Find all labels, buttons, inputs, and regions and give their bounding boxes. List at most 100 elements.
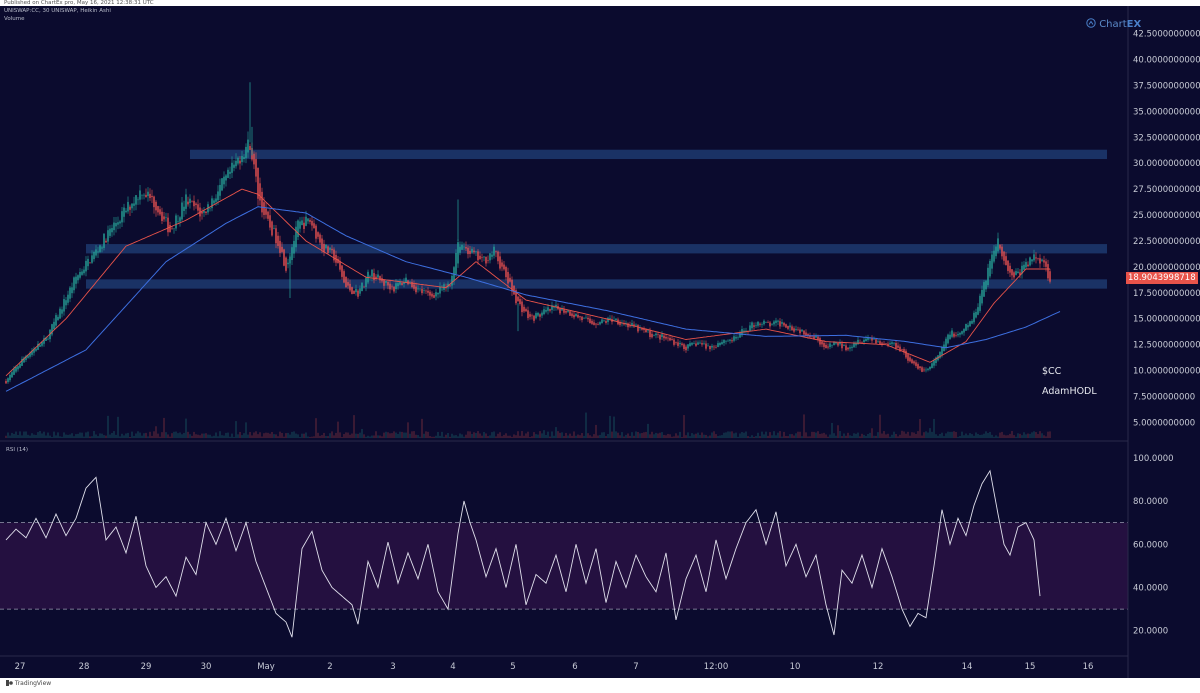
time-tick-label: 2 [327, 662, 332, 672]
volume-bar [897, 436, 899, 438]
volume-bar [875, 435, 877, 438]
candle-body [551, 305, 553, 310]
candle-body [271, 221, 273, 236]
chartex-logo-icon [1086, 18, 1096, 28]
volume-bar [221, 435, 223, 438]
candle-body [823, 342, 825, 347]
candle-body [919, 366, 921, 369]
volume-bar [621, 432, 623, 438]
candle-body [793, 328, 795, 332]
candle-body [437, 292, 439, 295]
volume-bar [665, 435, 667, 438]
volume-bar [449, 436, 451, 438]
volume-bar [801, 436, 803, 438]
volume-bar [349, 434, 351, 438]
candle-body [873, 339, 875, 340]
volume-bar [277, 436, 279, 438]
volume-bar [227, 432, 229, 438]
time-tick-label: 5 [510, 662, 515, 672]
candle-body [801, 329, 803, 332]
candle-body [325, 244, 327, 249]
volume-bar [195, 434, 197, 438]
volume-bar [331, 431, 333, 438]
volume-bar [805, 432, 807, 438]
volume-bar [29, 435, 31, 438]
volume-bar [325, 436, 327, 438]
candle-body [193, 200, 195, 207]
volume-bar [719, 435, 721, 438]
candle-body [957, 334, 959, 336]
volume-bar [917, 431, 919, 438]
candle-body [645, 329, 647, 333]
volume-bar [999, 432, 1001, 438]
volume-bar [239, 431, 241, 438]
volume-bar [645, 431, 647, 438]
candle-body [373, 273, 375, 281]
candle-body [1027, 264, 1029, 267]
volume-bar [827, 436, 829, 438]
volume-bar [729, 431, 731, 438]
candle-body [923, 369, 925, 371]
candle-body [669, 337, 671, 341]
volume-bar [935, 434, 937, 438]
support-resistance-zones [86, 149, 1107, 289]
volume-bar [603, 432, 605, 438]
candle-body [907, 354, 909, 361]
candle-body [233, 164, 235, 168]
volume-bar [45, 435, 47, 438]
volume-bar [85, 432, 87, 438]
volume-bar [709, 435, 711, 438]
time-tick-label: 30 [201, 662, 212, 672]
candle-body [927, 368, 929, 370]
volume-bar [629, 435, 631, 438]
volume-bar [267, 432, 269, 438]
candle-body [349, 283, 351, 291]
candle-body [909, 357, 911, 362]
volume-bar [389, 433, 391, 438]
volume-bar [179, 432, 181, 438]
volume-bar [1017, 433, 1019, 438]
volume-bar [767, 435, 769, 438]
volume-bar [659, 432, 661, 438]
candle-body [887, 343, 889, 346]
candle-body [165, 217, 167, 218]
candle-body [47, 338, 49, 340]
candle-body [589, 318, 591, 324]
volume-bar [1021, 435, 1023, 438]
candle-body [607, 317, 609, 322]
volume-bar [823, 432, 825, 438]
candle-body [333, 249, 335, 261]
candle-body [1001, 246, 1003, 257]
candle-body [409, 281, 411, 283]
volume-bar [681, 436, 683, 438]
candle-body [559, 307, 561, 314]
heikin-ashi-candles [5, 82, 1051, 384]
candle-body [737, 337, 739, 339]
volume-bar [229, 436, 231, 438]
volume-bar [131, 431, 133, 438]
volume-bar [907, 431, 909, 438]
time-tick-label: 29 [141, 662, 152, 672]
candle-body [77, 275, 79, 281]
volume-bar [887, 433, 889, 438]
volume-bar [619, 435, 621, 438]
candle-body [807, 334, 809, 336]
candle-body [155, 201, 157, 211]
volume-bar [359, 432, 361, 438]
candle-body [961, 331, 963, 334]
volume-bar [675, 433, 677, 438]
volume-bar [335, 432, 337, 438]
candle-body [659, 334, 661, 340]
candle-body [655, 333, 657, 336]
volume-bar [1009, 433, 1011, 438]
volume-bar [703, 434, 705, 438]
volume-bar [759, 436, 761, 438]
volume-bar [307, 436, 309, 438]
volume-bar [19, 431, 21, 438]
volume-bar [481, 435, 483, 438]
candle-body [1017, 271, 1019, 274]
volume-bar [83, 436, 85, 438]
volume-bar [657, 433, 659, 438]
